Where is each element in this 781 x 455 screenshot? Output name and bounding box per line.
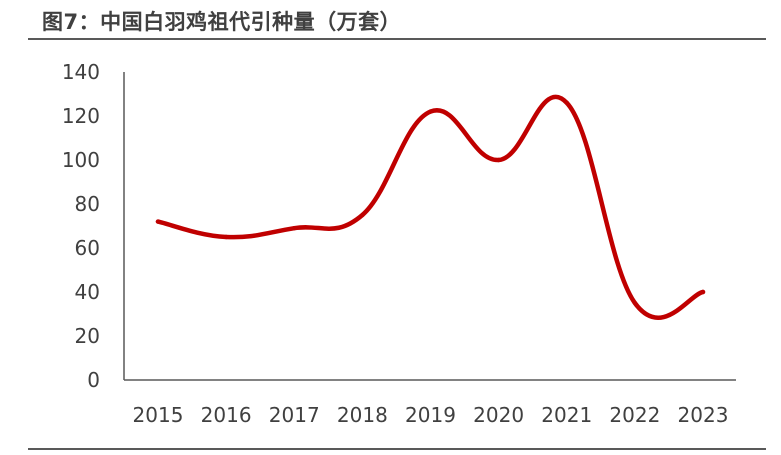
x-tick-label: 2020 (473, 403, 524, 427)
x-tick-label: 2017 (269, 403, 320, 427)
data-point (632, 300, 638, 306)
y-tick-label: 80 (75, 192, 100, 216)
x-tick-label: 2021 (541, 403, 592, 427)
x-tick-label: 2019 (405, 403, 456, 427)
y-tick-label: 20 (75, 324, 100, 348)
data-point (223, 234, 229, 240)
bottom-rule (28, 448, 766, 450)
data-point (428, 109, 433, 114)
y-tick-label: 60 (75, 236, 100, 260)
y-tick-label: 140 (62, 60, 100, 84)
data-point (360, 212, 365, 218)
chart-series (155, 94, 706, 320)
data-point (496, 157, 501, 163)
x-tick-label: 2023 (678, 403, 729, 427)
figure-title: 图7：中国白羽鸡祖代引种量（万套） (42, 10, 402, 34)
y-tick-label: 120 (62, 104, 100, 128)
x-tick-label: 2022 (609, 403, 660, 427)
y-tick-label: 100 (62, 148, 100, 172)
data-point (700, 289, 706, 295)
x-tick-label: 2018 (337, 403, 388, 427)
y-axis-tick-labels: 0 20 40 60 80 100 120 140 (62, 60, 100, 392)
chart-axes (123, 72, 736, 381)
data-point (564, 100, 569, 106)
data-point (292, 226, 297, 231)
y-tick-label: 0 (87, 368, 100, 392)
x-tick-label: 2016 (201, 403, 252, 427)
title-underline-rule (28, 38, 766, 40)
y-tick-label: 40 (75, 280, 100, 304)
x-axis-tick-labels: 2015 2016 2017 2018 2019 2020 2021 2022 2023 (133, 403, 729, 427)
data-point (155, 219, 161, 224)
x-tick-label: 2015 (133, 403, 184, 427)
series-line (155, 94, 706, 320)
